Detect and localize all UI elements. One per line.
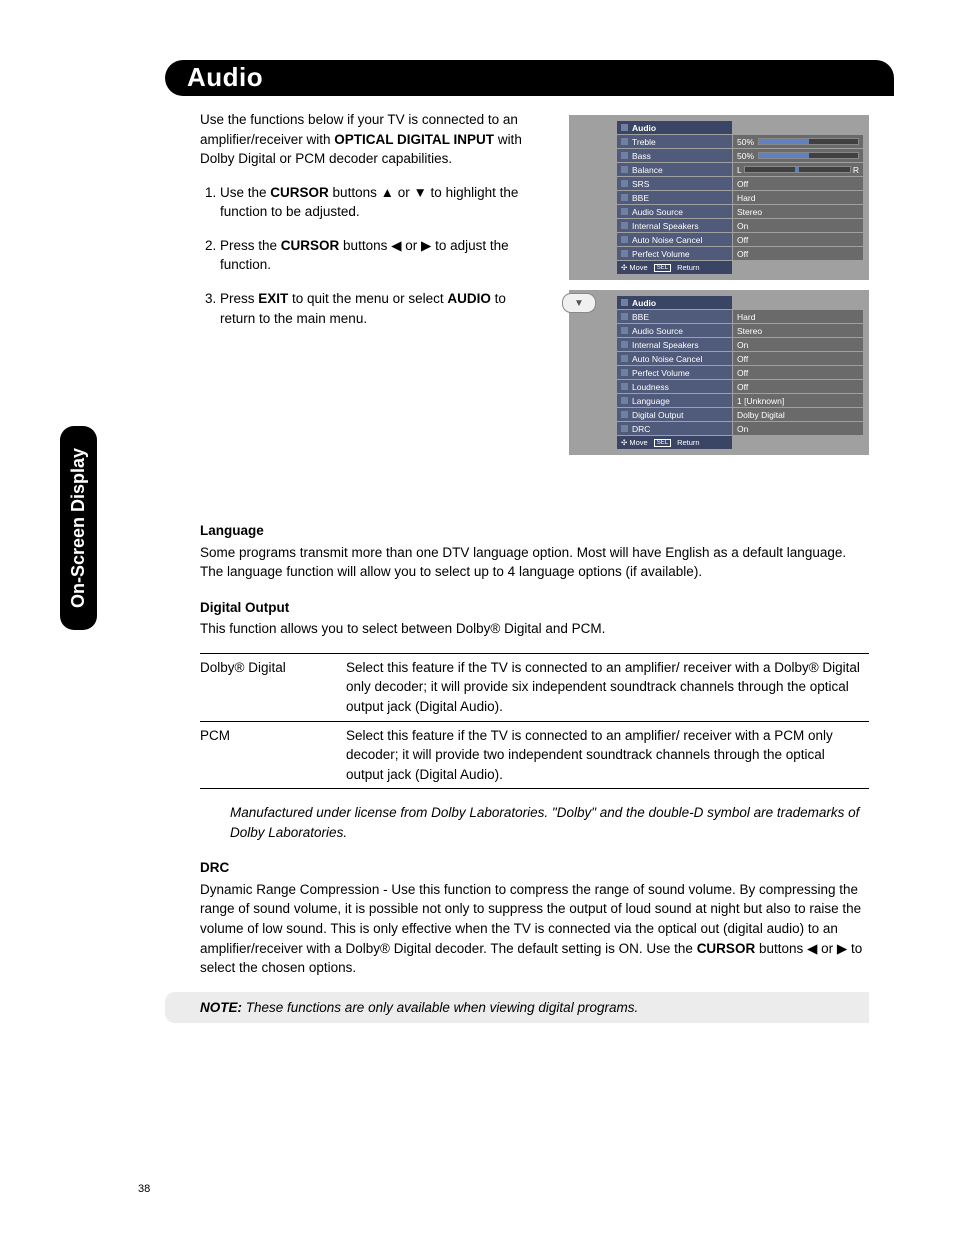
osd-row: Perfect VolumeOff xyxy=(617,366,863,379)
osd-row-label: Auto Noise Cancel xyxy=(617,352,732,365)
osd-row: Digital OutputDolby Digital xyxy=(617,408,863,421)
table-row: Dolby® Digital Select this feature if th… xyxy=(200,653,869,721)
osd-row: LoudnessOff xyxy=(617,380,863,393)
drc-text: Dynamic Range Compression - Use this fun… xyxy=(200,880,869,978)
osd-row-value: Dolby Digital xyxy=(733,408,863,421)
drc-heading: DRC xyxy=(200,858,869,878)
osd-screenshots: Audio Treble50%Bass50%BalanceLRSRSOffBBE… xyxy=(569,115,869,465)
table-val: Select this feature if the TV is connect… xyxy=(346,653,869,721)
osd-row-label: Language xyxy=(617,394,732,407)
osd-row-value: Off xyxy=(733,233,863,246)
osd-row: Audio SourceStereo xyxy=(617,324,863,337)
osd-row: Treble50% xyxy=(617,135,863,148)
digital-output-heading: Digital Output xyxy=(200,598,869,618)
dolby-license: Manufactured under license from Dolby La… xyxy=(230,803,869,842)
osd-row-label: Audio Source xyxy=(617,324,732,337)
osd-row-value: 50% xyxy=(733,135,863,148)
intro-bold: OPTICAL DIGITAL INPUT xyxy=(334,132,494,147)
osd-row-value: Stereo xyxy=(733,324,863,337)
osd-menu-1: Audio Treble50%Bass50%BalanceLRSRSOffBBE… xyxy=(569,115,869,280)
osd-row-value: Off xyxy=(733,247,863,260)
digital-output-text: This function allows you to select betwe… xyxy=(200,619,869,639)
step-bold: CURSOR xyxy=(281,238,340,253)
step-item: Press the CURSOR buttons ◀ or ▶ to adjus… xyxy=(220,236,535,275)
osd-menu-2: Audio BBEHardAudio SourceStereoInternal … xyxy=(569,290,869,455)
page-number: 38 xyxy=(138,1183,150,1195)
osd-row-label: Internal Speakers xyxy=(617,338,732,351)
osd-row-label: Digital Output xyxy=(617,408,732,421)
osd-row-value: Off xyxy=(733,352,863,365)
osd-footer: ✣ Move SEL Return xyxy=(617,436,732,449)
digital-output-table: Dolby® Digital Select this feature if th… xyxy=(200,653,869,789)
language-text: Some programs transmit more than one DTV… xyxy=(200,543,869,582)
language-heading: Language xyxy=(200,521,869,541)
osd-row: DRCOn xyxy=(617,422,863,435)
scroll-down-icon: ▼ xyxy=(562,293,596,313)
osd-row: SRSOff xyxy=(617,177,863,190)
table-row: PCM Select this feature if the TV is con… xyxy=(200,721,869,789)
osd-header: Audio xyxy=(617,121,732,134)
osd-row: Audio SourceStereo xyxy=(617,205,863,218)
osd-row-value: Off xyxy=(733,366,863,379)
osd-row-value: On xyxy=(733,338,863,351)
osd-footer: ✣ Move SEL Return xyxy=(617,261,732,274)
osd-row-value: Off xyxy=(733,380,863,393)
osd-row-label: Auto Noise Cancel xyxy=(617,233,732,246)
osd-row-value: Hard xyxy=(733,310,863,323)
note-text: These functions are only available when … xyxy=(242,1000,638,1015)
osd-header: Audio xyxy=(617,296,732,309)
page-title: Audio xyxy=(165,60,894,96)
steps-list: Use the CURSOR buttons ▲ or ▼ to highlig… xyxy=(200,183,535,328)
osd-row-label: Internal Speakers xyxy=(617,219,732,232)
table-key: PCM xyxy=(200,721,346,789)
osd-row-label: Balance xyxy=(617,163,732,176)
table-key: Dolby® Digital xyxy=(200,653,346,721)
osd-row: Language1 [Unknown] xyxy=(617,394,863,407)
osd-row-value: 1 [Unknown] xyxy=(733,394,863,407)
step-text: to quit the menu or select xyxy=(288,291,447,306)
osd-row: Auto Noise CancelOff xyxy=(617,233,863,246)
step-text: Press the xyxy=(220,238,281,253)
intro-block: Use the functions below if your TV is co… xyxy=(200,110,535,328)
osd-row-value: Hard xyxy=(733,191,863,204)
step-item: Use the CURSOR buttons ▲ or ▼ to highlig… xyxy=(220,183,535,222)
osd-row-label: DRC xyxy=(617,422,732,435)
osd-row-label: BBE xyxy=(617,310,732,323)
osd-row-value: Stereo xyxy=(733,205,863,218)
osd-row-label: SRS xyxy=(617,177,732,190)
osd-row: BalanceLR xyxy=(617,163,863,176)
step-text: Press xyxy=(220,291,258,306)
osd-row-value: On xyxy=(733,422,863,435)
osd-row-label: Bass xyxy=(617,149,732,162)
osd-row-value: 50% xyxy=(733,149,863,162)
osd-row-label: Perfect Volume xyxy=(617,247,732,260)
drc-bold: CURSOR xyxy=(697,941,756,956)
osd-row-value: On xyxy=(733,219,863,232)
side-tab: On-Screen Display xyxy=(60,426,97,630)
osd-row: BBEHard xyxy=(617,310,863,323)
osd-row-value: Off xyxy=(733,177,863,190)
osd-row: Auto Noise CancelOff xyxy=(617,352,863,365)
osd-row-label: Audio Source xyxy=(617,205,732,218)
osd-row-value: LR xyxy=(733,163,863,176)
note-box: NOTE: These functions are only available… xyxy=(165,992,869,1024)
note-label: NOTE: xyxy=(200,1000,242,1015)
osd-row: Perfect VolumeOff xyxy=(617,247,863,260)
osd-row-label: BBE xyxy=(617,191,732,204)
step-bold: CURSOR xyxy=(270,185,329,200)
osd-row-label: Treble xyxy=(617,135,732,148)
osd-row-label: Perfect Volume xyxy=(617,366,732,379)
step-bold: AUDIO xyxy=(447,291,491,306)
osd-row: Bass50% xyxy=(617,149,863,162)
table-val: Select this feature if the TV is connect… xyxy=(346,721,869,789)
osd-row-label: Loudness xyxy=(617,380,732,393)
step-text: Use the xyxy=(220,185,270,200)
osd-row: Internal SpeakersOn xyxy=(617,338,863,351)
osd-row: Internal SpeakersOn xyxy=(617,219,863,232)
step-item: Press EXIT to quit the menu or select AU… xyxy=(220,289,535,328)
osd-row: BBEHard xyxy=(617,191,863,204)
step-bold: EXIT xyxy=(258,291,288,306)
